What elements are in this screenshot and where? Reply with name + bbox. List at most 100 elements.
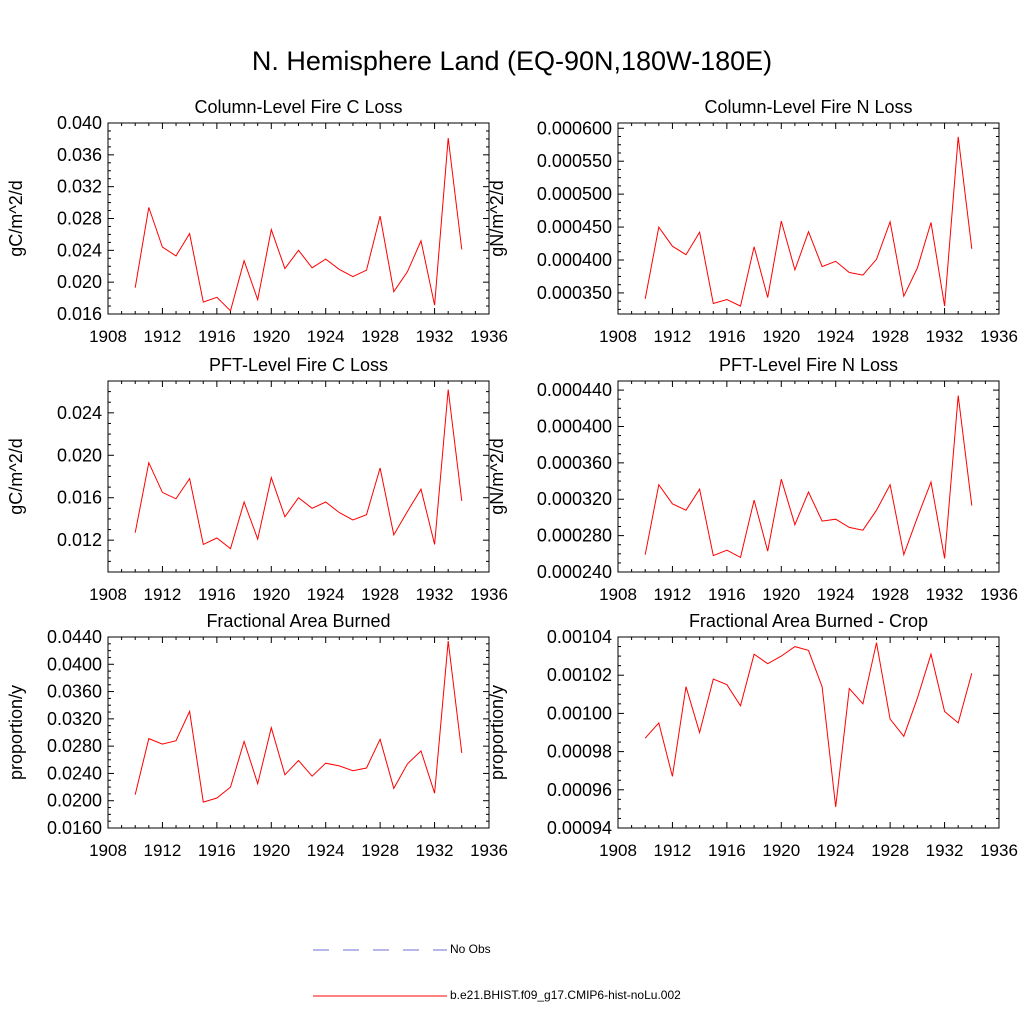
y-axis-label: gN/m^2/d	[487, 438, 507, 514]
x-tick-label: 1916	[708, 327, 746, 346]
x-tick-label: 1928	[361, 585, 399, 604]
x-tick-label: 1932	[416, 585, 454, 604]
y-tick-label: 0.0200	[47, 791, 102, 811]
x-tick-label: 1928	[361, 841, 399, 860]
y-tick-label: 0.00100	[547, 703, 612, 723]
chart-panel-4: 1908 1912 1916 1920 1924 1928 1932 1936 0.000240…	[487, 355, 1018, 604]
panel-title: Column-Level Fire C Loss	[194, 97, 402, 117]
x-tick-label: 1936	[980, 841, 1018, 860]
x-tick-label: 1908	[89, 585, 127, 604]
y-axis-label: proportion/y	[487, 685, 507, 780]
x-tick-label: 1928	[361, 327, 399, 346]
x-tick-label: 1928	[871, 327, 909, 346]
x-tick-label: 1920	[762, 327, 800, 346]
y-tick-label: 0.016	[57, 488, 102, 508]
series-line	[644, 136, 973, 307]
y-tick-label: 0.020	[57, 272, 102, 292]
figure-title: N. Hemisphere Land (EQ-90N,180W-180E)	[251, 46, 773, 76]
series-line	[134, 138, 463, 312]
x-tick-label: 1912	[144, 841, 182, 860]
y-tick-label: 0.000500	[537, 184, 612, 204]
y-tick-label: 0.0360	[47, 682, 102, 702]
x-tick-label: 1916	[198, 327, 236, 346]
y-tick-label: 0.0400	[47, 654, 102, 674]
x-tick-label: 1924	[307, 327, 345, 346]
x-tick-label: 1932	[416, 841, 454, 860]
panel-title: PFT-Level Fire N Loss	[719, 355, 898, 375]
x-tick-label: 1908	[89, 841, 127, 860]
y-tick-label: 0.024	[57, 240, 102, 260]
y-tick-label: 0.000360	[537, 453, 612, 473]
y-axis-label: gN/m^2/d	[487, 180, 507, 256]
y-tick-label: 0.032	[57, 177, 102, 197]
chart-panel-3: 1908 1912 1916 1920 1924 1928 1932 1936 0.012 0.0…	[6, 355, 508, 604]
x-tick-label: 1936	[980, 327, 1018, 346]
plot-frame	[107, 380, 490, 573]
y-tick-label: 0.00098	[547, 742, 612, 762]
x-tick-label: 1916	[708, 841, 746, 860]
chart-panel-5: 1908 1912 1916 1920 1924 1928 1932 1936 0.0160 0.…	[6, 611, 508, 860]
x-tick-label: 1908	[599, 841, 637, 860]
x-tick-label: 1912	[654, 327, 692, 346]
x-tick-label: 1920	[252, 841, 290, 860]
x-tick-label: 1920	[252, 327, 290, 346]
y-tick-label: 0.0240	[47, 763, 102, 783]
x-tick-label: 1928	[871, 841, 909, 860]
plot-frame	[617, 122, 1000, 315]
plot-frame	[107, 636, 490, 829]
y-axis-label: gC/m^2/d	[6, 438, 26, 514]
x-tick-label: 1916	[198, 585, 236, 604]
x-tick-label: 1916	[708, 585, 746, 604]
series-line	[644, 395, 973, 559]
y-tick-label: 0.000550	[537, 151, 612, 171]
panels-group: 1908 1912 1916 1920 1924 1928 1932 1936 0.016 0.0…	[6, 97, 1018, 860]
y-tick-label: 0.0160	[47, 818, 102, 838]
y-tick-label: 0.00102	[547, 665, 612, 685]
x-tick-label: 1936	[470, 841, 508, 860]
series-line	[644, 642, 973, 808]
chart-panel-2: 1908 1912 1916 1920 1924 1928 1932 1936 0.000350…	[487, 97, 1018, 346]
x-tick-label: 1912	[144, 327, 182, 346]
y-tick-label: 0.00104	[547, 627, 612, 647]
x-tick-label: 1928	[871, 585, 909, 604]
y-tick-label: 0.016	[57, 304, 102, 324]
legend-label-no-obs: No Obs	[450, 942, 491, 956]
plot-frame	[617, 636, 1000, 829]
y-tick-label: 0.000400	[537, 250, 612, 270]
y-tick-label: 0.00096	[547, 780, 612, 800]
x-tick-label: 1924	[817, 585, 855, 604]
x-tick-label: 1912	[144, 585, 182, 604]
y-tick-label: 0.0280	[47, 736, 102, 756]
y-axis-label: proportion/y	[6, 685, 26, 780]
x-tick-label: 1908	[599, 327, 637, 346]
y-tick-label: 0.024	[57, 403, 102, 423]
chart-panel-1: 1908 1912 1916 1920 1924 1928 1932 1936 0.016 0.0…	[6, 97, 508, 346]
x-tick-label: 1916	[198, 841, 236, 860]
x-tick-label: 1920	[762, 585, 800, 604]
series-line	[134, 389, 463, 550]
x-tick-label: 1932	[926, 585, 964, 604]
x-tick-label: 1924	[307, 585, 345, 604]
x-tick-label: 1936	[980, 585, 1018, 604]
x-tick-label: 1932	[926, 841, 964, 860]
y-tick-label: 0.040	[57, 113, 102, 133]
y-tick-label: 0.000240	[537, 562, 612, 582]
x-tick-label: 1908	[89, 327, 127, 346]
y-tick-label: 0.012	[57, 530, 102, 550]
x-tick-label: 1920	[252, 585, 290, 604]
panel-title: Fractional Area Burned	[206, 611, 390, 631]
x-tick-label: 1936	[470, 327, 508, 346]
x-tick-label: 1924	[307, 841, 345, 860]
y-tick-label: 0.000350	[537, 283, 612, 303]
x-tick-label: 1908	[599, 585, 637, 604]
panel-title: PFT-Level Fire C Loss	[209, 355, 388, 375]
y-tick-label: 0.000600	[537, 118, 612, 138]
plot-frame	[107, 122, 490, 315]
x-tick-label: 1912	[654, 585, 692, 604]
y-tick-label: 0.036	[57, 145, 102, 165]
x-tick-label: 1924	[817, 327, 855, 346]
y-tick-label: 0.000320	[537, 489, 612, 509]
y-tick-label: 0.000440	[537, 380, 612, 400]
chart-panel-6: 1908 1912 1916 1920 1924 1928 1932 1936 0.00094 0…	[487, 611, 1018, 860]
